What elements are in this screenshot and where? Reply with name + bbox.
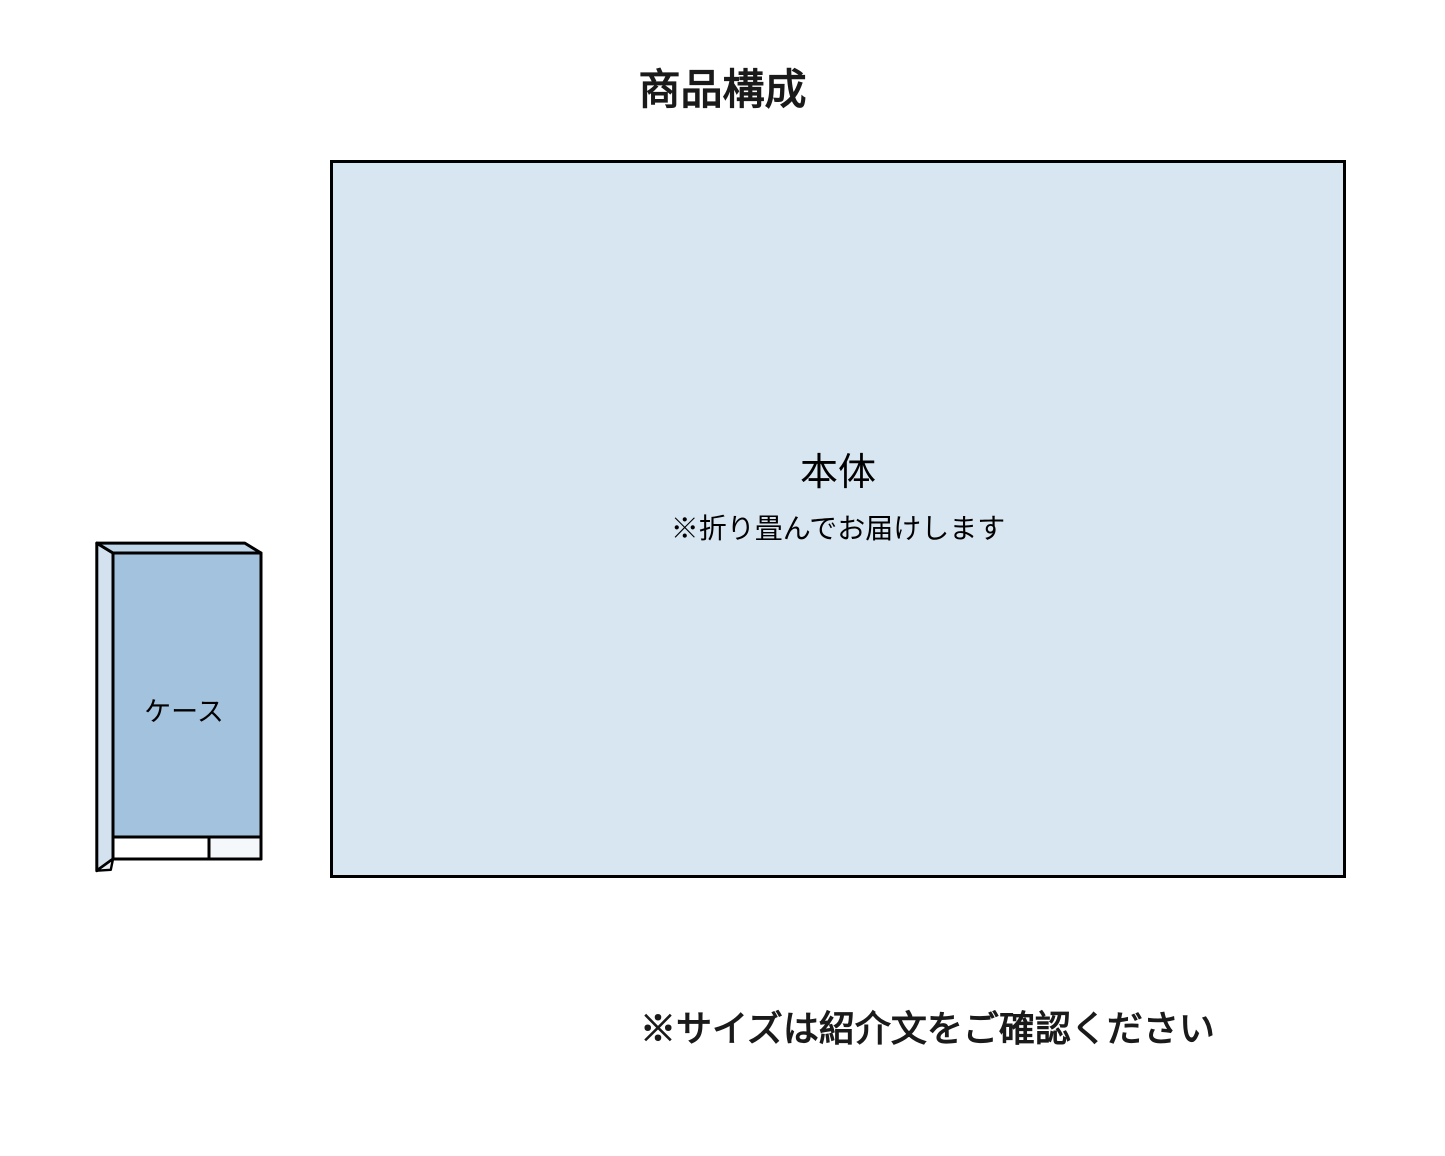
case-box-container: ケース [93, 535, 265, 882]
footer-note: ※サイズは紹介文をご確認ください [640, 1000, 1215, 1052]
page-title: 商品構成 [0, 56, 1445, 117]
main-body-title: 本体 [333, 441, 1343, 496]
main-body-note: ※折り畳んでお届けします [333, 507, 1343, 547]
case-label: ケース [103, 690, 265, 729]
page-title-text: 商品構成 [638, 66, 806, 113]
main-body-box: 本体 ※折り畳んでお届けします [330, 160, 1346, 878]
